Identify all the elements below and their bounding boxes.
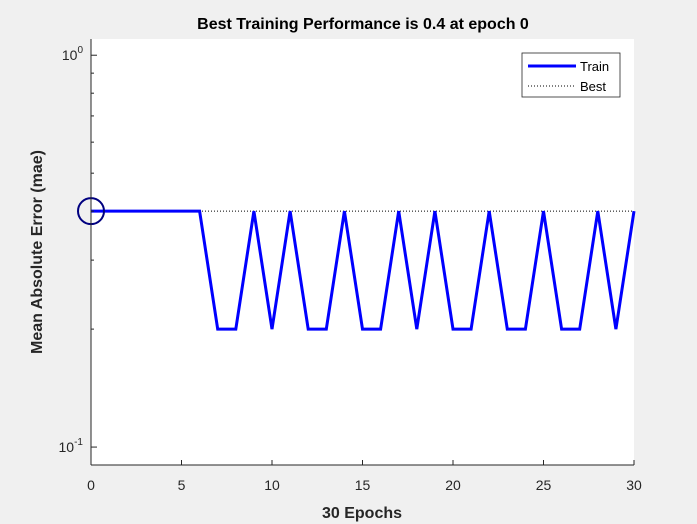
x-tick-label: 0 — [87, 477, 95, 493]
y-tick-label: 100 — [62, 45, 84, 63]
train-series-line — [91, 209, 636, 331]
chart-title: Best Training Performance is 0.4 at epoc… — [197, 16, 529, 33]
x-tick-label: 20 — [445, 477, 461, 493]
y-axis-label: Mean Absolute Error (mae) — [29, 150, 46, 354]
plot-area — [91, 39, 634, 465]
legend-train-label: Train — [580, 59, 609, 74]
x-tick-label: 10 — [264, 477, 280, 493]
x-axis-label: 30 Epochs — [322, 505, 402, 522]
x-tick-label: 15 — [355, 477, 371, 493]
legend-best-label: Best — [580, 79, 606, 94]
ticks-layer: 0 5 10 15 20 25 30 100 10-1 — [59, 45, 642, 493]
y-tick-label: 10-1 — [59, 437, 84, 455]
legend-box — [521, 52, 621, 98]
x-tick-label: 5 — [178, 477, 186, 493]
x-tick-label: 30 — [626, 477, 642, 493]
x-tick-label: 25 — [536, 477, 552, 493]
legend: Train Best — [521, 52, 621, 98]
